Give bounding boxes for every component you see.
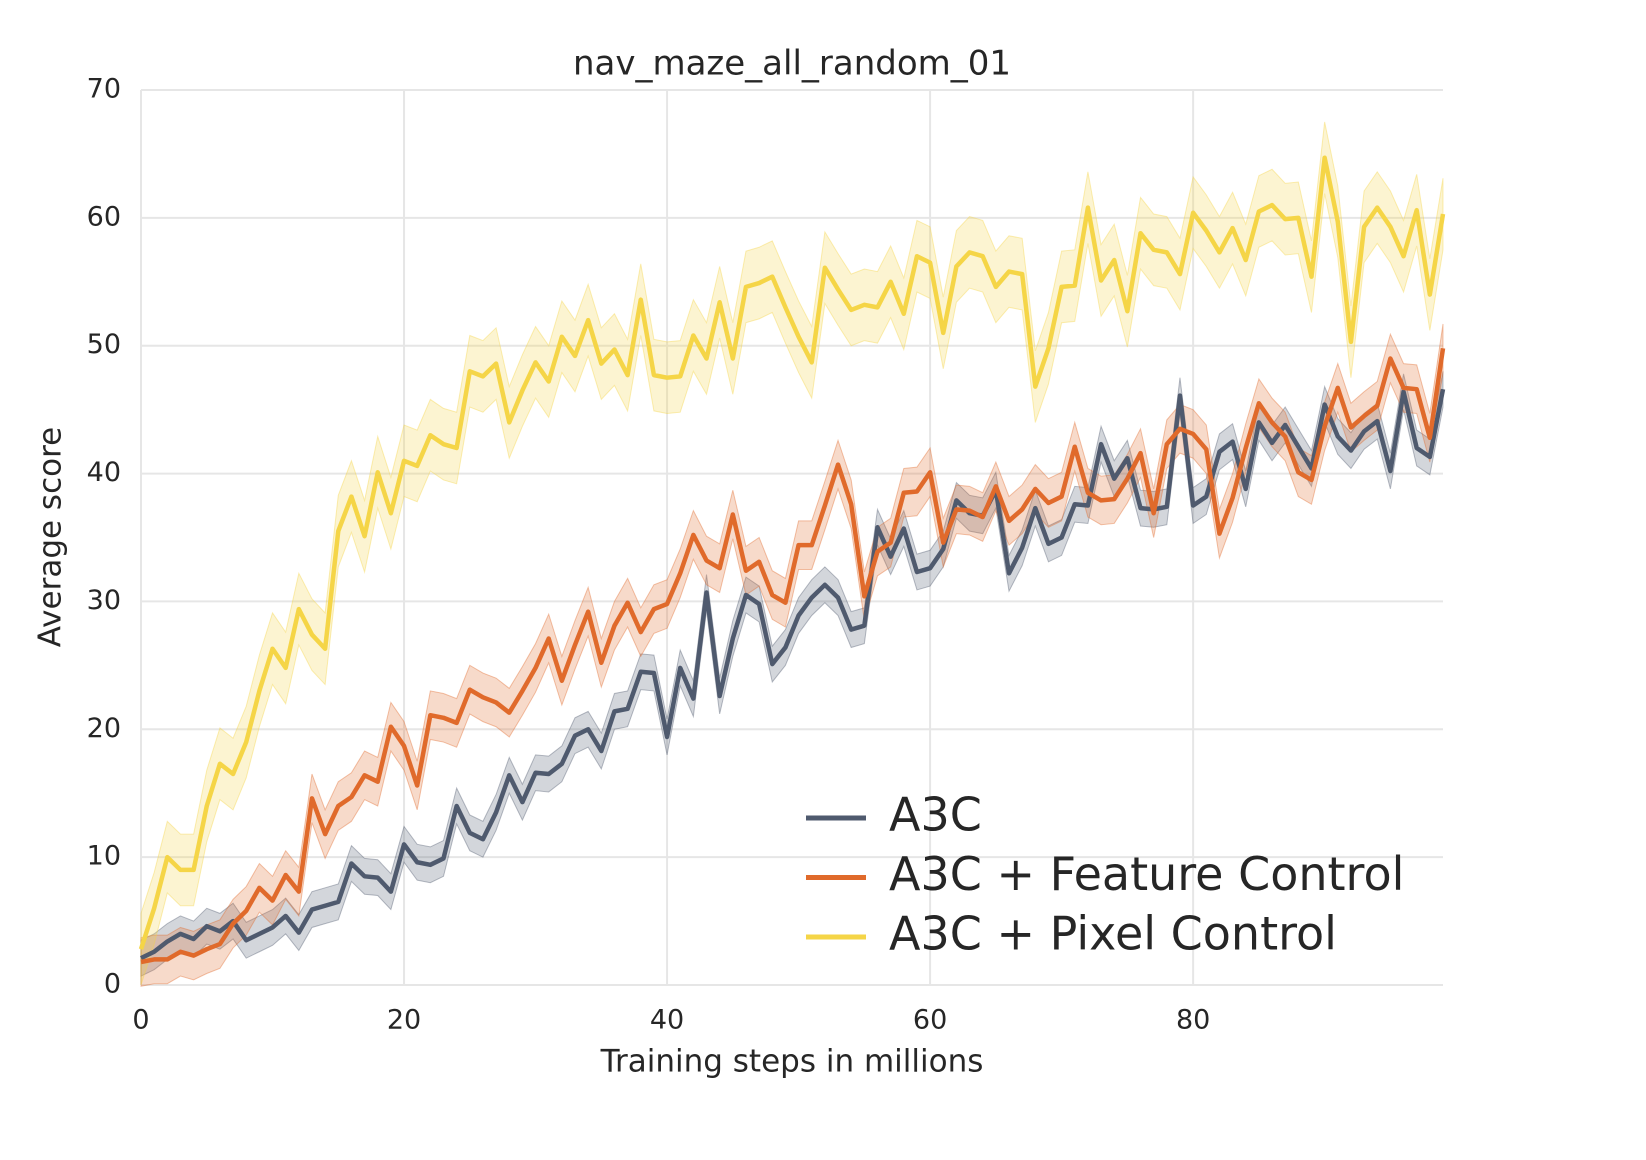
legend-label: A3C + Pixel Control xyxy=(889,907,1337,961)
series-line xyxy=(140,388,1446,961)
error-band xyxy=(140,121,1444,986)
x-tick-label: 40 xyxy=(650,1005,684,1036)
x-axis-label: Training steps in millions xyxy=(600,1044,984,1080)
y-tick-label: 20 xyxy=(87,713,121,744)
y-tick-label: 10 xyxy=(87,841,121,872)
x-tick-label: 80 xyxy=(1176,1005,1210,1036)
series-line xyxy=(138,155,1446,950)
y-tick-label: 40 xyxy=(87,457,121,488)
legend-label: A3C + Feature Control xyxy=(889,847,1404,901)
error-band xyxy=(140,323,1444,987)
series-line xyxy=(140,347,1446,965)
x-tick-label: 0 xyxy=(132,1005,149,1036)
chart-title: nav_maze_all_random_01 xyxy=(573,44,1011,84)
y-tick-label: 70 xyxy=(87,74,121,105)
x-tick-label: 60 xyxy=(913,1005,947,1036)
y-tick-label: 50 xyxy=(87,329,121,360)
y-tick-label: 0 xyxy=(104,969,121,1000)
legend-label: A3C xyxy=(889,788,982,842)
y-tick-label: 60 xyxy=(87,201,121,232)
y-tick-label: 30 xyxy=(87,585,121,616)
y-axis-label: Average score xyxy=(33,427,69,647)
x-tick-label: 20 xyxy=(387,1005,421,1036)
